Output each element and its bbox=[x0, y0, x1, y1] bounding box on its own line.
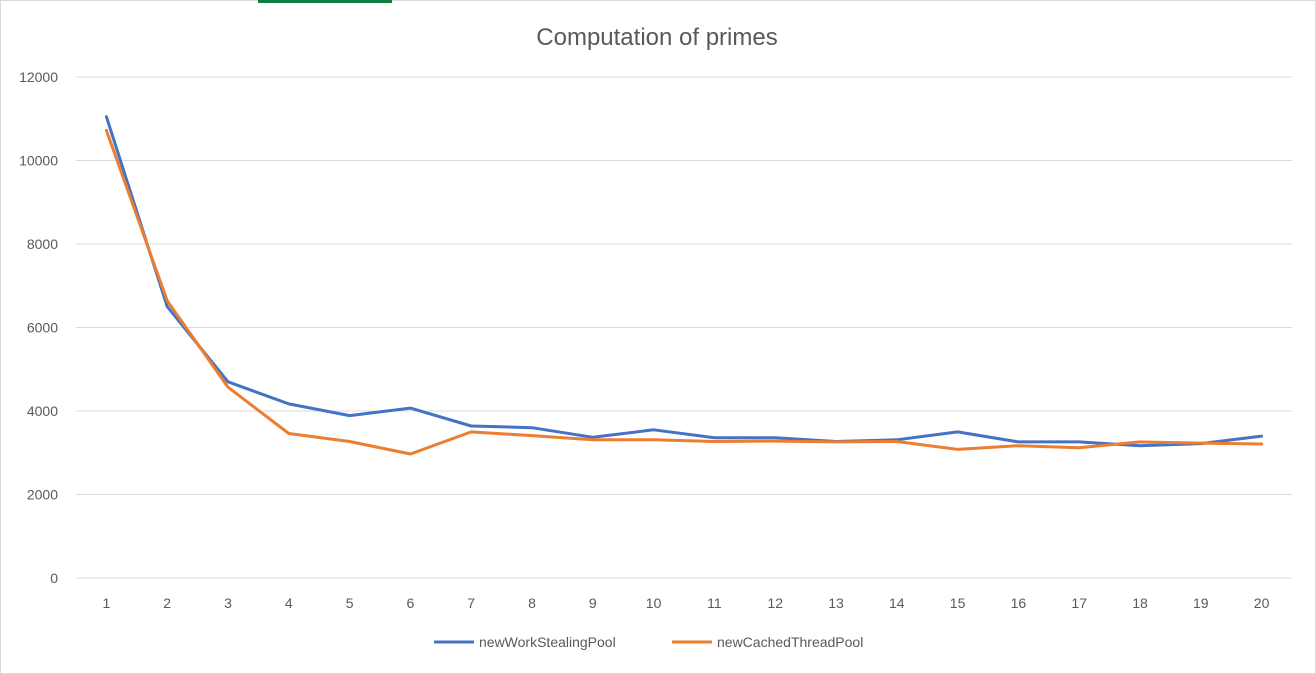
series-line-newWorkStealingPool bbox=[104, 115, 1264, 448]
x-tick-label: 3 bbox=[224, 595, 232, 611]
legend-label: newWorkStealingPool bbox=[479, 634, 616, 650]
series-line-newCachedThreadPool bbox=[104, 128, 1264, 456]
x-tick-label: 17 bbox=[1071, 595, 1087, 611]
y-tick-label: 2000 bbox=[27, 487, 58, 503]
y-tick-label: 10000 bbox=[19, 153, 58, 169]
x-tick-label: 5 bbox=[346, 595, 354, 611]
x-tick-label: 18 bbox=[1132, 595, 1148, 611]
legend-label: newCachedThreadPool bbox=[717, 634, 863, 650]
x-tick-label: 14 bbox=[889, 595, 905, 611]
x-tick-label: 13 bbox=[828, 595, 844, 611]
x-tick-label: 7 bbox=[467, 595, 475, 611]
chart-title: Computation of primes bbox=[536, 24, 777, 51]
y-tick-label: 12000 bbox=[19, 69, 58, 85]
x-tick-label: 15 bbox=[950, 595, 966, 611]
x-tick-label: 8 bbox=[528, 595, 536, 611]
x-axis-tick-labels: 1 2 3 4 5 6 7 8 9 10 11 12 13 14 15 16 17 18 19 20 bbox=[103, 595, 1270, 611]
x-tick-label: 19 bbox=[1193, 595, 1209, 611]
series-lines bbox=[104, 115, 1264, 456]
gridlines bbox=[76, 76, 1292, 579]
x-tick-label: 6 bbox=[407, 595, 415, 611]
y-tick-label: 4000 bbox=[27, 403, 58, 419]
x-tick-label: 11 bbox=[707, 595, 722, 611]
y-tick-label: 8000 bbox=[27, 236, 58, 252]
x-tick-label: 10 bbox=[646, 595, 662, 611]
x-tick-label: 1 bbox=[103, 595, 111, 611]
x-tick-label: 4 bbox=[285, 595, 293, 611]
y-tick-label: 6000 bbox=[27, 320, 58, 336]
y-axis-tick-labels: 0 2000 4000 6000 8000 10000 12000 bbox=[19, 69, 58, 586]
legend: newWorkStealingPool newCachedThreadPool bbox=[434, 634, 863, 650]
x-tick-label: 2 bbox=[163, 595, 171, 611]
selection-accent-bar bbox=[258, 0, 392, 3]
x-tick-label: 9 bbox=[589, 595, 597, 611]
x-tick-label: 16 bbox=[1011, 595, 1027, 611]
y-tick-label: 0 bbox=[50, 570, 58, 586]
x-tick-label: 20 bbox=[1254, 595, 1270, 611]
x-tick-label: 12 bbox=[767, 595, 783, 611]
